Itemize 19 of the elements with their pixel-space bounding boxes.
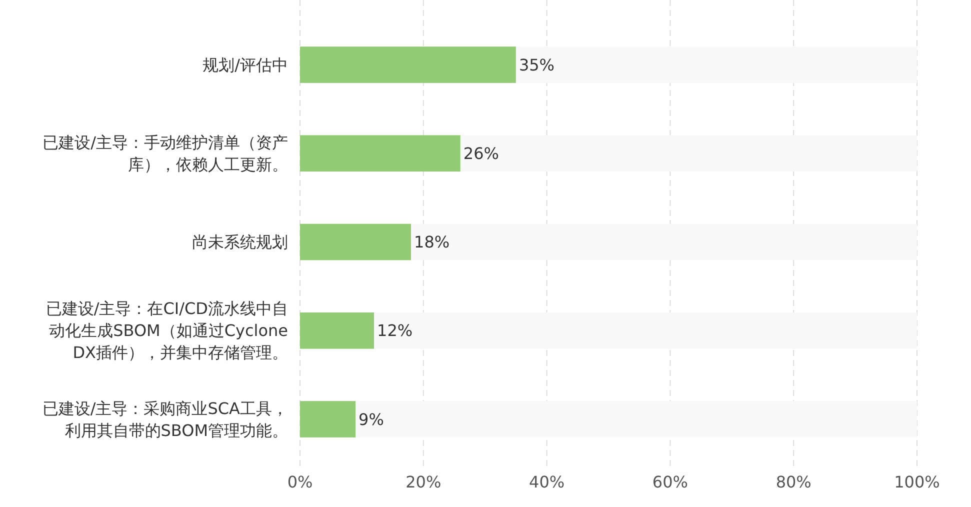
- x-tick-label: 0%: [287, 472, 313, 492]
- data-label: 18%: [414, 232, 450, 252]
- y-tick-label: 已建设/主导：在CI/CD流水线中自动化生成SBOM（如通过CycloneDX插件），并集中存储管理。: [46, 299, 288, 362]
- x-tick-label: 80%: [776, 472, 812, 492]
- data-label: 9%: [358, 410, 384, 429]
- y-tick-label: 已建设/主导：手动维护清单（资产库），依赖人工更新。: [42, 132, 288, 174]
- bar: [300, 312, 374, 349]
- x-tick-label: 20%: [406, 472, 442, 492]
- x-tick-label: 100%: [894, 472, 940, 492]
- bar: [300, 401, 356, 438]
- data-label: 35%: [518, 55, 555, 74]
- y-tick-label: 已建设/主导：采购商业SCA工具，利用其自带的SBOM管理功能。: [42, 398, 288, 440]
- y-tick-label: 规划/评估中: [202, 55, 288, 74]
- x-tick-label: 60%: [652, 472, 688, 492]
- bar: [300, 224, 412, 260]
- x-tick-label: 40%: [529, 472, 565, 492]
- y-tick-label: 尚未系统规划: [192, 232, 288, 252]
- data-label: 12%: [377, 321, 413, 340]
- data-label: 26%: [463, 144, 499, 163]
